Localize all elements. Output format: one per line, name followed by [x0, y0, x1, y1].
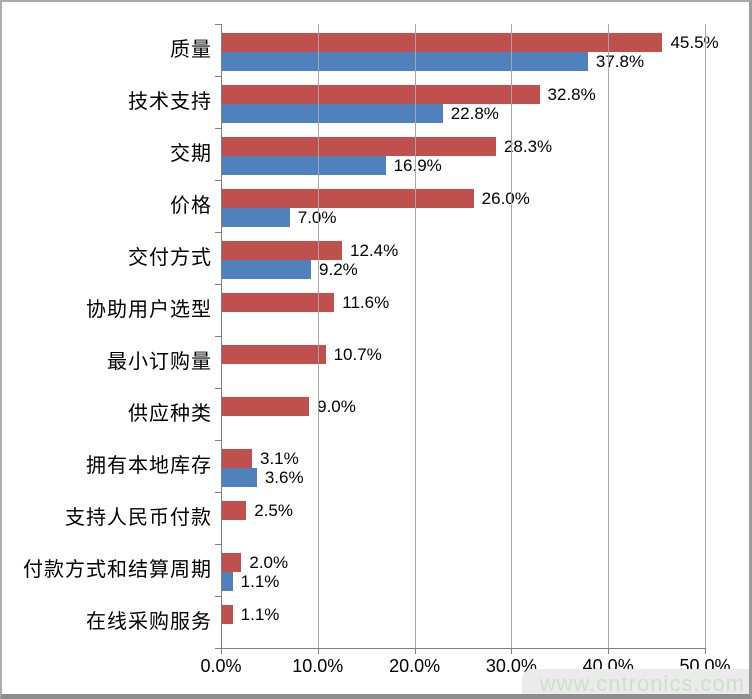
y-axis-tick — [215, 440, 221, 441]
category-label: 质量 — [170, 39, 212, 61]
category-label: 价格 — [170, 195, 212, 217]
bar-value-label: 1.1% — [240, 605, 280, 624]
bar-blue — [222, 208, 290, 227]
bar-blue — [222, 104, 443, 123]
bar-value-label: 2.0% — [249, 553, 289, 572]
x-axis-line — [221, 648, 706, 649]
bar-red — [222, 501, 247, 520]
category-label: 支持人民币付款 — [65, 507, 212, 529]
bar-value-label: 26.0% — [481, 189, 530, 208]
x-tick-label: 10.0% — [292, 656, 344, 676]
bar-red — [222, 85, 540, 104]
category-label: 协助用户选型 — [86, 299, 212, 321]
bar-value-label: 28.3% — [503, 137, 553, 156]
category-label: 技术支持 — [128, 91, 212, 113]
gridline-10pct — [317, 24, 319, 648]
x-axis-tick — [317, 648, 319, 654]
y-axis-tick — [215, 232, 221, 233]
bar-value-label: 22.8% — [450, 104, 499, 123]
x-tick-label: 0.0% — [200, 656, 242, 676]
gridline-50pct — [705, 24, 706, 648]
bar-value-label: 12.4% — [350, 241, 399, 260]
x-axis-tick — [221, 648, 222, 654]
bar-value-label: 16.9% — [393, 156, 442, 175]
bar-value-label: 1.1% — [240, 572, 280, 591]
bar-red — [222, 553, 242, 572]
bar-blue — [222, 52, 588, 71]
y-axis-tick — [215, 284, 221, 285]
y-axis-tick — [215, 388, 221, 389]
bar-red — [222, 33, 663, 52]
bar-red — [222, 137, 496, 156]
bar-value-label: 9.2% — [319, 260, 358, 279]
bar-value-label: 11.6% — [342, 293, 390, 312]
bar-blue — [222, 260, 312, 279]
x-axis-tick — [608, 648, 610, 654]
bar-blue — [222, 572, 233, 591]
bar-blue — [222, 468, 257, 487]
bar-red — [222, 241, 343, 260]
x-axis-tick — [705, 648, 706, 654]
watermark-band — [522, 669, 749, 694]
category-label: 交期 — [170, 143, 212, 165]
bar-value-label: 3.1% — [260, 449, 299, 468]
category-label: 供应种类 — [128, 403, 212, 425]
bar-red — [222, 189, 474, 208]
category-label: 交付方式 — [128, 247, 212, 269]
y-axis-line — [221, 24, 222, 648]
category-label: 拥有本地库存 — [86, 455, 212, 477]
x-axis-tick — [414, 648, 416, 654]
gridline-40pct — [608, 24, 610, 648]
y-axis-tick — [215, 76, 221, 77]
y-axis-tick — [215, 544, 221, 545]
bar-blue — [222, 156, 386, 175]
bar-value-label: 10.7% — [333, 345, 382, 364]
y-axis-tick — [215, 648, 221, 649]
x-axis-tick — [511, 648, 513, 654]
bar-value-label: 3.6% — [264, 468, 304, 487]
bar-red — [222, 449, 252, 468]
bar-value-label: 7.0% — [298, 208, 337, 227]
y-axis-tick — [215, 596, 221, 597]
bar-red — [222, 293, 335, 312]
x-tick-label: 20.0% — [389, 656, 441, 676]
watermark: www.cntronics.com — [539, 671, 745, 696]
y-axis-tick — [215, 492, 221, 493]
bar-value-label: 37.8% — [595, 52, 645, 71]
bar-red — [222, 397, 310, 416]
y-axis-tick — [215, 128, 221, 129]
gridline-20pct — [414, 24, 416, 648]
bar-value-label: 2.5% — [254, 501, 293, 520]
bar-red — [222, 605, 233, 624]
y-axis-tick — [215, 336, 221, 337]
y-axis-tick — [215, 24, 221, 25]
category-label: 最小订购量 — [107, 351, 212, 373]
category-label: 付款方式和结算周期 — [23, 559, 212, 581]
bar-value-label: 9.0% — [317, 397, 356, 416]
bar-value-label: 45.5% — [670, 33, 719, 52]
bar-red — [222, 345, 326, 364]
gridline-30pct — [511, 24, 513, 648]
y-axis-tick — [215, 180, 221, 181]
category-label: 在线采购服务 — [86, 611, 212, 633]
bar-value-label: 32.8% — [547, 85, 596, 104]
